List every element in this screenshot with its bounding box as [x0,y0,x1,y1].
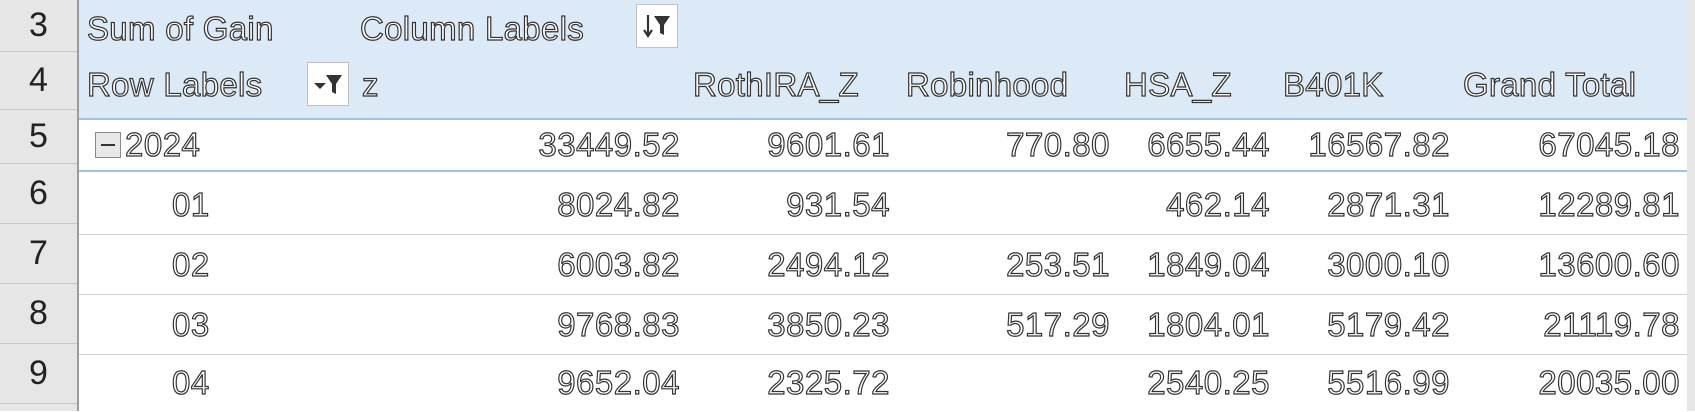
column-header-z[interactable]: z [361,65,379,103]
month-label[interactable]: 01 [171,185,210,223]
column-header-b401k[interactable]: B401K [1282,65,1384,103]
year-value-b401k[interactable]: 16567.82 [1308,125,1450,163]
column-header-grand-total[interactable]: Grand Total [1462,65,1637,103]
month-label[interactable]: 04 [171,363,210,401]
cell-value[interactable]: 3000.10 [1327,245,1450,283]
collapse-minus-icon[interactable] [95,132,121,158]
cell-value[interactable]: 1849.04 [1147,245,1270,283]
row-divider [79,354,1695,355]
column-labels-header[interactable]: Column Labels [359,9,585,47]
row-labels-filter-button[interactable] [307,62,349,106]
cell-value[interactable]: 2540.25 [1147,363,1270,401]
cell-value[interactable]: 21119.78 [1543,305,1680,343]
cell-value[interactable]: 8024.82 [557,185,680,223]
column-header-rothira[interactable]: RothIRA_Z [692,65,859,103]
row-labels-header[interactable]: Row Labels [86,65,263,103]
cell-value[interactable]: 9652.04 [557,363,680,401]
cell-value[interactable]: 253.51 [1005,245,1110,283]
month-label[interactable]: 03 [171,305,210,343]
row-divider [79,234,1695,235]
cell-value[interactable]: 1804.01 [1147,305,1270,343]
row-header-3[interactable]: 3 [0,0,77,52]
cell-value[interactable]: 2325.72 [767,363,890,401]
row-number-column: 3 4 5 6 7 8 9 [0,0,79,411]
cell-value[interactable]: 3850.23 [767,305,890,343]
cell-value[interactable]: 5179.42 [1327,305,1450,343]
year-value-hsa[interactable]: 6655.44 [1147,125,1270,163]
year-value-robinhood[interactable]: 770.80 [1005,125,1110,163]
month-label[interactable]: 02 [171,245,210,283]
cell-value[interactable]: 9768.83 [557,305,680,343]
row-header-9[interactable]: 9 [0,344,77,404]
cell-value[interactable]: 462.14 [1165,185,1270,223]
sort-filter-icon [643,15,670,38]
cell-value[interactable]: 517.29 [1005,305,1110,343]
sheet-right-edge [1687,0,1695,411]
column-header-hsa[interactable]: HSA_Z [1123,65,1232,103]
cell-value[interactable]: 5516.99 [1327,363,1450,401]
row-header-5[interactable]: 5 [0,110,77,164]
cell-value[interactable]: 20035.00 [1538,363,1680,401]
year-subtotal-border [79,170,1695,172]
row-header-7[interactable]: 7 [0,224,77,284]
cell-value[interactable]: 12289.81 [1538,185,1680,223]
row-header-8[interactable]: 8 [0,284,77,344]
cell-value[interactable] [890,354,1110,412]
filter-dropdown-icon [314,75,342,94]
year-row-label[interactable]: 2024 [95,116,201,174]
cell-value[interactable]: 2494.12 [767,245,890,283]
column-header-robinhood[interactable]: Robinhood [905,65,1069,103]
row-header-4[interactable]: 4 [0,52,77,110]
year-value-rothira[interactable]: 9601.61 [767,125,890,163]
year-label: 2024 [124,125,201,163]
column-labels-filter-button[interactable] [636,4,678,48]
cell-value[interactable]: 931.54 [785,185,890,223]
cell-value[interactable]: 6003.82 [557,245,680,283]
cell-value[interactable]: 13600.60 [1538,245,1680,283]
year-value-grand-total[interactable]: 67045.18 [1538,125,1680,163]
year-value-z[interactable]: 33449.52 [538,125,680,163]
cell-value[interactable] [890,176,1110,234]
values-field-label[interactable]: Sum of Gain [86,9,274,47]
row-divider [79,294,1695,295]
cell-value[interactable]: 2871.31 [1327,185,1450,223]
row-header-6[interactable]: 6 [0,164,77,224]
